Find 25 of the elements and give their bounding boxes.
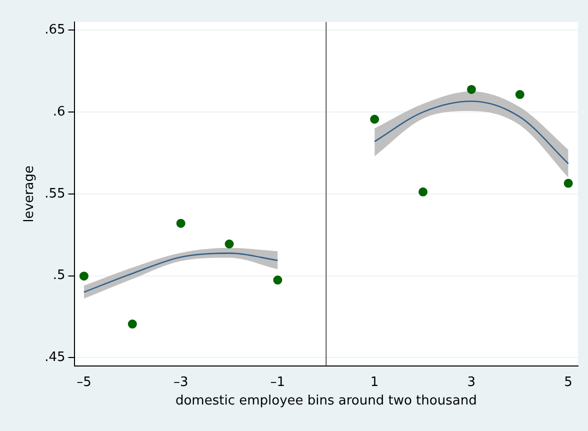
point (370, 114, 380, 124)
x-tick-label: –5 (76, 374, 92, 390)
point (564, 178, 573, 188)
point (273, 276, 282, 285)
point (79, 272, 88, 281)
x-axis-title: domestic employee bins around two thousand (175, 394, 477, 409)
point (176, 218, 186, 228)
point (418, 187, 428, 196)
x-tick-label: –1 (270, 374, 286, 390)
point (224, 239, 234, 248)
y-tick-label: .45 (44, 350, 66, 365)
x-tick-label: 3 (467, 374, 476, 390)
point (515, 90, 524, 100)
point (466, 84, 476, 94)
point (128, 320, 137, 329)
y-tick-label: .65 (44, 22, 66, 38)
x-tick-label: 5 (564, 374, 572, 390)
line-series (374, 100, 569, 164)
y-tick-label: .6 (52, 104, 66, 120)
line-series (83, 252, 278, 293)
y-tick-label: .55 (44, 186, 66, 202)
x-tick-label: –3 (173, 374, 188, 390)
y-axis-title: leverage (22, 165, 38, 222)
y-tick-label: .5 (52, 268, 66, 284)
x-tick-label: 1 (370, 374, 379, 390)
